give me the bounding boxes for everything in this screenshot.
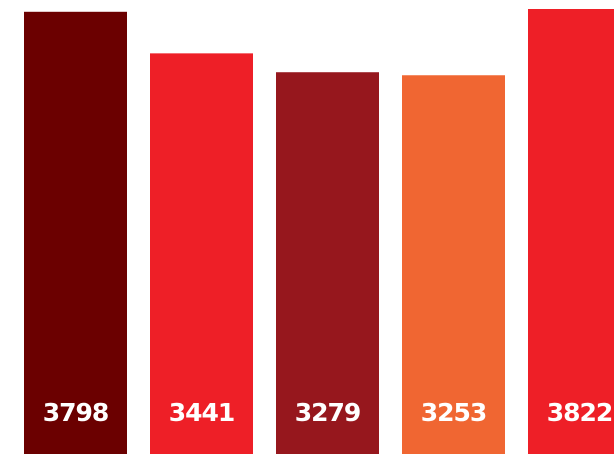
bar-value-label-3: 3279 xyxy=(295,398,361,427)
bar-value-label-1: 3798 xyxy=(43,398,109,427)
bar-value-label-2: 3441 xyxy=(169,398,235,427)
bar-1 xyxy=(24,11,127,454)
bar-5 xyxy=(528,9,614,454)
bar-value-label-4: 3253 xyxy=(421,398,487,427)
bar-3 xyxy=(276,72,379,454)
bar-group xyxy=(24,9,614,454)
bar-value-label-5: 3822 xyxy=(547,398,613,427)
bar-4 xyxy=(402,75,505,454)
bar-2 xyxy=(150,53,253,454)
data-label-group: 3798 3441 3279 3253 3822 xyxy=(43,398,614,427)
